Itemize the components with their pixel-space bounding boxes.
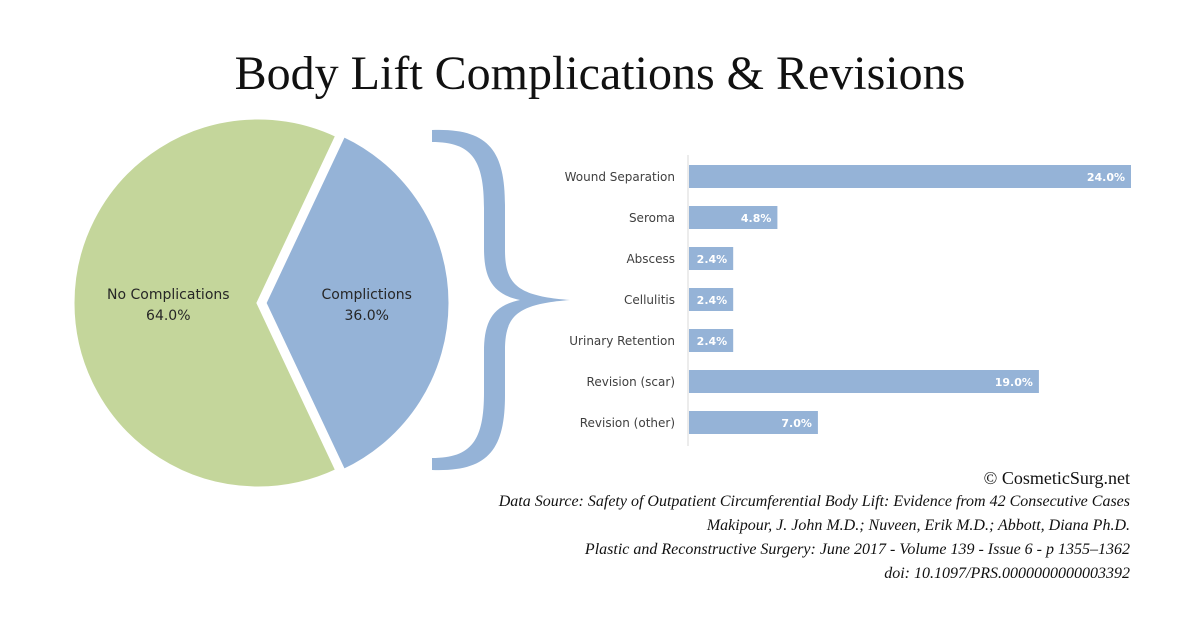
bar-value-label-cellulitis: 2.4% [697, 294, 728, 307]
bar-revision-scar [689, 370, 1039, 393]
pie-slice-complictions [263, 133, 452, 473]
bar-value-label-abscess: 2.4% [697, 253, 728, 266]
data-source-line: Data Source: Safety of Outpatient Circum… [498, 493, 1130, 510]
doi-line: doi: 10.1097/PRS.0000000000003392 [884, 565, 1130, 582]
bar-value-label-revision-other: 7.0% [781, 417, 812, 430]
bar-category-label-urinary-retention: Urinary Retention [569, 334, 675, 348]
bar-value-label-wound-separation: 24.0% [1087, 171, 1125, 184]
curly-brace-connector [432, 129, 570, 471]
pie-chart: Complictions 36.0% No Complications 64.0% [71, 116, 452, 490]
bar-wound-separation [689, 165, 1131, 188]
bar-category-label-revision-other: Revision (other) [580, 416, 675, 430]
bar-value-label-urinary-retention: 2.4% [697, 335, 728, 348]
bar-category-label-abscess: Abscess [626, 252, 675, 266]
pie-value-no-complications: 64.0% [146, 308, 190, 324]
pie-label-no-complications: No Complications [107, 287, 230, 303]
chart-title: Body Lift Complications & Revisions [234, 47, 966, 100]
pie-slice-no-complications [71, 116, 339, 490]
bar-revision-other [689, 411, 818, 434]
bar-category-label-cellulitis: Cellulitis [624, 293, 675, 307]
journal-line: Plastic and Reconstructive Surgery: June… [584, 541, 1130, 558]
bar-cellulitis [689, 288, 734, 311]
authors-line: Makipour, J. John M.D.; Nuveen, Erik M.D… [706, 517, 1130, 534]
bar-chart: Wound Separation 24.0% Seroma 4.8% Abscess 2.… [565, 155, 1131, 446]
credits-block: © CosmeticSurg.net Data Source: Safety o… [230, 466, 1130, 586]
pie-value-complictions: 36.0% [345, 308, 389, 324]
bar-category-label-wound-separation: Wound Separation [565, 170, 675, 184]
bar-category-label-seroma: Seroma [629, 211, 675, 225]
bar-urinary-retention [689, 329, 734, 352]
bar-abscess [689, 247, 734, 270]
bar-seroma [689, 206, 778, 229]
copyright-notice: © CosmeticSurg.net [983, 468, 1130, 488]
bar-value-label-seroma: 4.8% [741, 212, 772, 225]
bar-value-label-revision-scar: 19.0% [995, 376, 1033, 389]
pie-label-complictions: Complictions [322, 287, 412, 303]
bar-category-label-revision-scar: Revision (scar) [587, 375, 675, 389]
